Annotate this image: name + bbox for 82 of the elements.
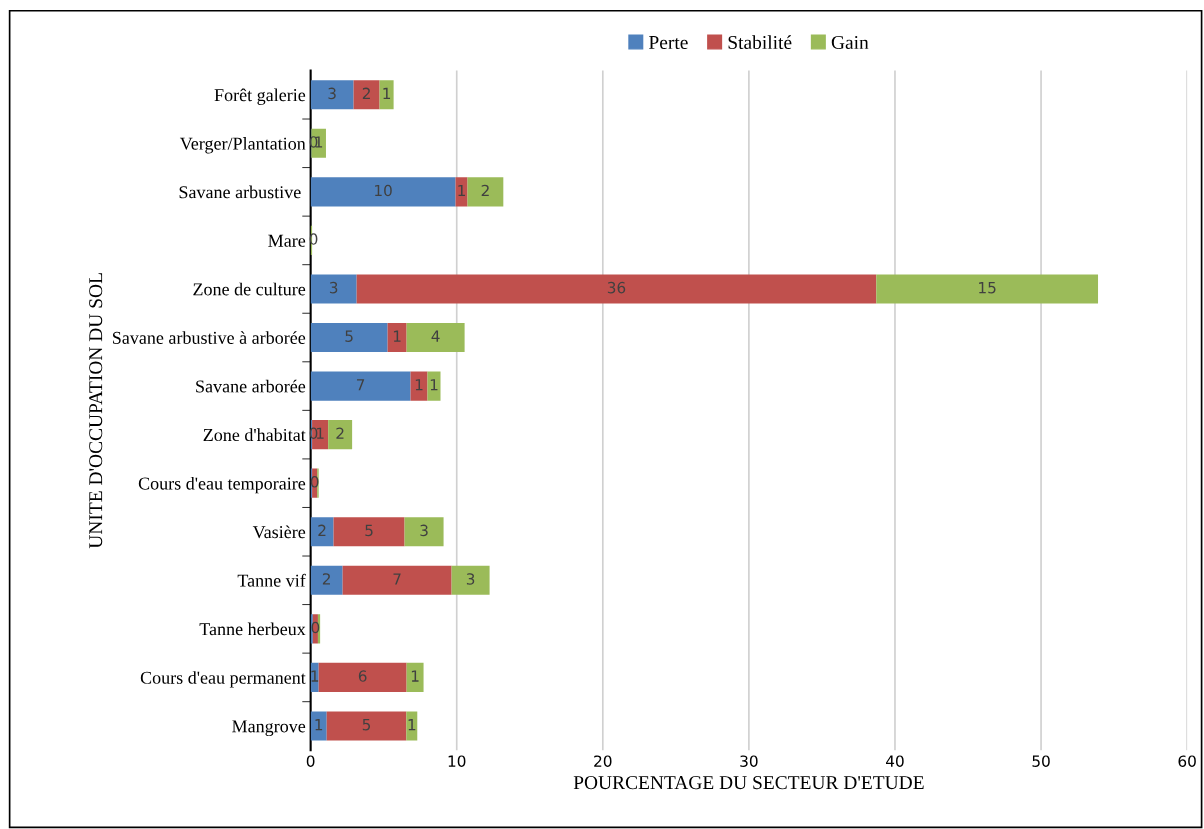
bar bbox=[406, 662, 424, 692]
data-label: 5 bbox=[362, 719, 371, 731]
y-tick-label: Mare bbox=[268, 234, 306, 247]
bar bbox=[451, 565, 490, 595]
data-label: 1 bbox=[408, 719, 416, 731]
x-tick-label: 10 bbox=[448, 755, 466, 767]
data-label: 1 bbox=[430, 379, 438, 391]
data-label: 2 bbox=[336, 427, 344, 439]
bar bbox=[406, 322, 465, 353]
data-label: 3 bbox=[328, 87, 336, 100]
bar bbox=[310, 711, 327, 741]
bar bbox=[310, 565, 343, 595]
data-label: 6 bbox=[358, 670, 367, 682]
legend-label: Stabilité bbox=[728, 35, 792, 50]
y-tick-label: Mangrove bbox=[232, 720, 306, 737]
legend-label: Perte bbox=[649, 36, 688, 50]
x-tick-label: 30 bbox=[740, 755, 758, 767]
data-label: 1 bbox=[316, 427, 324, 439]
bar bbox=[404, 517, 444, 547]
data-label: 2 bbox=[362, 87, 370, 99]
y-axis-title: UNITE D'OCCUPATION DU SOL bbox=[89, 273, 103, 549]
data-label: 2 bbox=[322, 573, 330, 585]
data-label: 7 bbox=[356, 379, 365, 391]
y-tick-label: Zone d'habitat bbox=[203, 428, 306, 442]
data-label: 3 bbox=[420, 524, 428, 537]
x-tick-label: 0 bbox=[306, 755, 315, 767]
bar bbox=[353, 80, 380, 110]
data-label: 10 bbox=[375, 184, 392, 197]
data-label: 2 bbox=[481, 184, 489, 197]
y-tick-label: Tanne vif bbox=[237, 573, 306, 587]
y-tick-label: Verger/Plantation bbox=[179, 137, 306, 154]
x-tick-label: 20 bbox=[594, 755, 612, 767]
y-tick-label: Forêt galerie bbox=[214, 88, 306, 105]
data-label: 1 bbox=[411, 670, 419, 682]
bar bbox=[356, 274, 877, 304]
data-label: 5 bbox=[365, 524, 373, 537]
bar bbox=[328, 420, 353, 450]
y-tick-label: Zone de culture bbox=[193, 282, 306, 296]
x-tick-label: 50 bbox=[1032, 755, 1050, 767]
bar bbox=[333, 517, 405, 547]
bar bbox=[326, 711, 407, 741]
data-label: 15 bbox=[979, 282, 996, 294]
bar bbox=[310, 177, 456, 207]
legend-label: Gain bbox=[831, 35, 869, 50]
data-label: 36 bbox=[607, 281, 626, 294]
data-label: 1 bbox=[315, 719, 323, 731]
x-axis-title: POURCENTAGE DU SECTEUR D'ETUDE bbox=[573, 776, 924, 790]
data-label: 2 bbox=[318, 524, 326, 536]
data-label: 3 bbox=[466, 573, 475, 585]
y-tick-label: Savane arborée bbox=[196, 379, 306, 393]
bar bbox=[310, 371, 411, 401]
data-label: 3 bbox=[329, 281, 338, 294]
bar bbox=[410, 371, 428, 401]
x-tick-label: 60 bbox=[1178, 755, 1196, 767]
bar bbox=[427, 371, 441, 401]
bar bbox=[310, 274, 357, 304]
data-label: 1 bbox=[458, 184, 465, 197]
data-label: 5 bbox=[345, 330, 353, 342]
bar bbox=[379, 80, 394, 110]
y-tick-label: Tanne herbeux bbox=[199, 622, 306, 636]
data-label: 1 bbox=[383, 87, 391, 99]
y-tick-label: Cours d'eau temporaire bbox=[138, 476, 306, 494]
data-label: 1 bbox=[311, 670, 319, 682]
y-tick-label: Vasière bbox=[252, 525, 306, 539]
y-tick-label: Cours d'eau permanent bbox=[140, 671, 306, 688]
x-tick-label: 40 bbox=[886, 755, 904, 767]
data-label: 4 bbox=[431, 330, 440, 342]
bar bbox=[876, 274, 1099, 304]
data-label: 1 bbox=[415, 379, 423, 391]
bar bbox=[406, 711, 418, 741]
data-label: 1 bbox=[393, 330, 401, 342]
data-label: 7 bbox=[393, 573, 401, 585]
bar bbox=[310, 80, 354, 110]
bar bbox=[318, 662, 407, 692]
bar bbox=[310, 517, 334, 547]
bar bbox=[455, 177, 468, 207]
bar bbox=[310, 322, 388, 353]
y-tick-label: Savane arbustive à arborée bbox=[112, 331, 306, 344]
bar bbox=[387, 322, 407, 353]
y-tick-label: Savane arbustive bbox=[179, 185, 301, 199]
bar bbox=[342, 565, 452, 595]
bar bbox=[467, 177, 504, 207]
